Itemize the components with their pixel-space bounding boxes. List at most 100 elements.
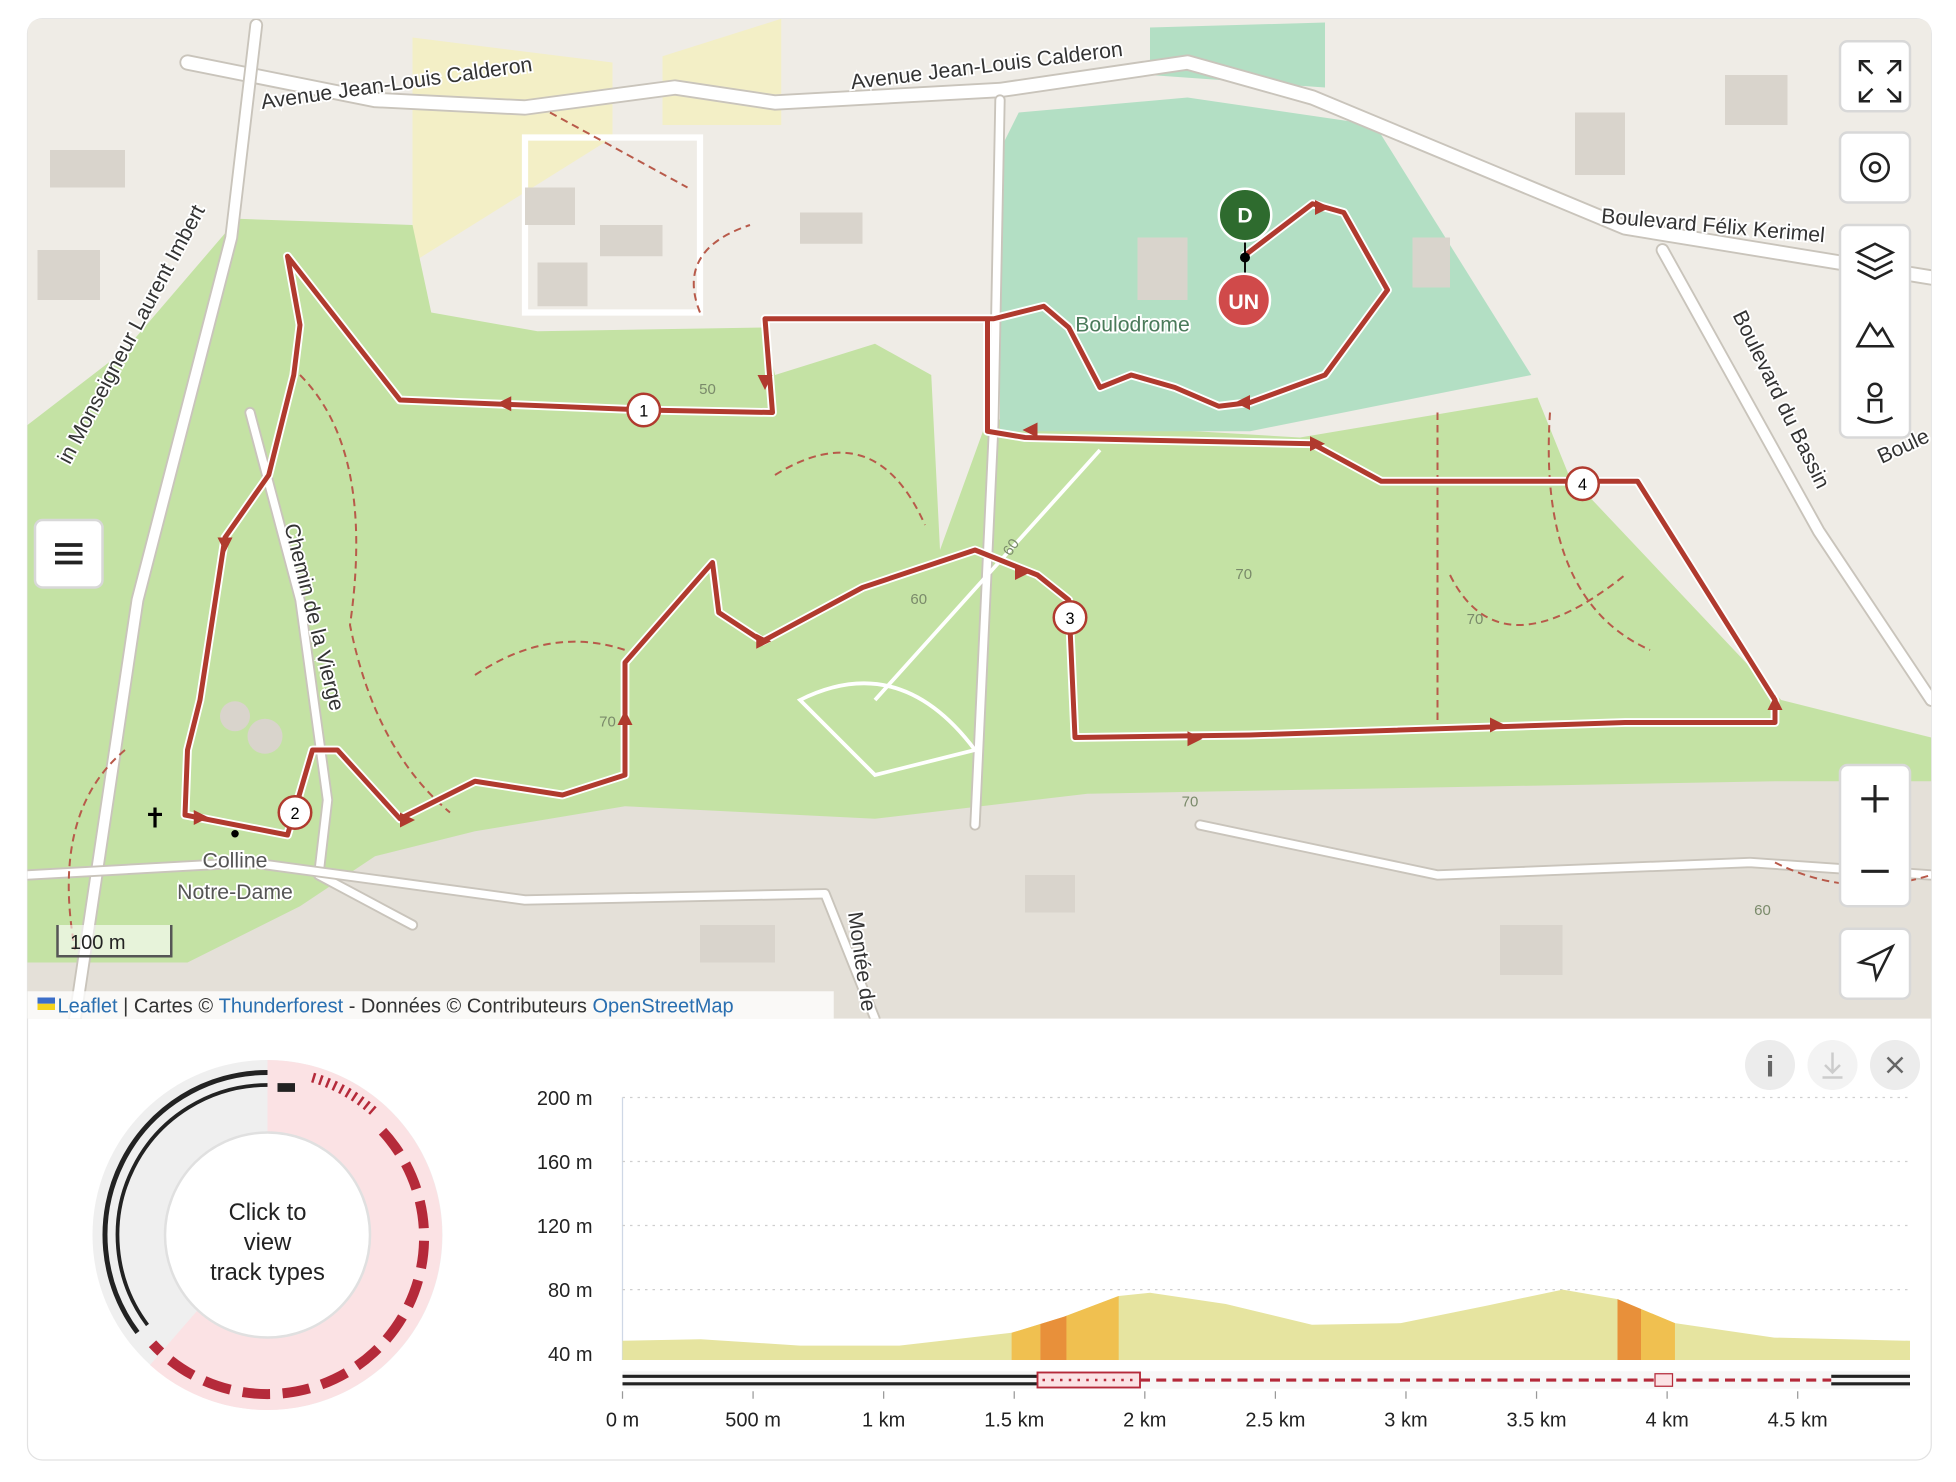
x-tick-label: 3 km [1384, 1409, 1427, 1431]
download-icon [1822, 1052, 1843, 1079]
map-shape [1657, 245, 1932, 706]
waypoint-label: 1 [639, 402, 648, 420]
wheel-arc [102, 1070, 268, 1334]
start-marker[interactable] [1217, 187, 1273, 243]
waypoint[interactable] [1564, 466, 1600, 502]
contour-label: 60 [1000, 536, 1023, 559]
map-shape [1240, 252, 1250, 263]
attribution-link[interactable]: Thunderforest [219, 996, 344, 1018]
waypoint-label: 2 [290, 805, 299, 823]
map-shape [1725, 75, 1788, 126]
map-shape [54, 543, 83, 565]
scale-label: 100 m [70, 932, 126, 954]
hill-shade [27, 766, 1932, 1019]
map-shape [756, 633, 772, 649]
map-shape [1500, 925, 1563, 975]
map-shape [67, 111, 1932, 951]
start-label: D [1237, 204, 1252, 228]
attribution-text: | Cartes © [118, 996, 219, 1018]
end-label: UN [1228, 290, 1259, 314]
contour-label: 70 [1467, 611, 1484, 628]
x-tick-label: 3.5 km [1507, 1409, 1567, 1431]
contour-label: 60 [1754, 902, 1771, 919]
map-shape [246, 408, 417, 929]
track-type-bar [622, 1371, 1910, 1389]
map-shape [757, 375, 773, 391]
map-shape [1187, 731, 1203, 747]
map-shape [1654, 1373, 1674, 1387]
map-shape [193, 200, 1783, 828]
waypoint[interactable] [277, 795, 313, 831]
map-shape [1412, 237, 1450, 288]
attribution-text: - Données © Contributeurs [343, 996, 592, 1018]
place-label: Colline [203, 849, 268, 873]
markers: D UN 1 2 3 4 [277, 187, 1600, 831]
attribution-bg [27, 991, 834, 1019]
panel-buttons: i [1745, 1040, 1920, 1090]
map[interactable]: Avenue Jean-Louis Calderon Avenue Jean-L… [27, 18, 1933, 1019]
map-shape [1022, 422, 1038, 438]
map-shape [1025, 875, 1075, 913]
y-tick-label: 80 m [548, 1280, 592, 1302]
map-shape [622, 1374, 1910, 1386]
scale-bar: 100 m [56, 925, 173, 958]
cross-icon: ✝ [143, 803, 166, 834]
map-shape [56, 925, 173, 958]
map-shape [971, 96, 1004, 829]
map-shape [1137, 237, 1188, 301]
flag [37, 1003, 55, 1010]
settings-button[interactable] [1838, 131, 1912, 204]
map-shape [1854, 242, 1896, 281]
map-shape [27, 858, 879, 1019]
map-shape [700, 925, 775, 963]
map-shape [496, 396, 512, 412]
route [180, 199, 1783, 840]
x-tick-label: 2.5 km [1245, 1409, 1305, 1431]
map-shape [1858, 60, 1902, 103]
place-label: Notre-Dame [177, 880, 293, 904]
map-shape [37, 250, 100, 301]
y-tick-label: 200 m [537, 1088, 593, 1110]
waypoint[interactable] [626, 392, 662, 428]
map-shape [181, 56, 1932, 284]
map-shape [1859, 152, 1890, 183]
map-shape [617, 710, 633, 725]
park [999, 97, 1532, 432]
map-shape [525, 187, 575, 226]
zoom-controls [1838, 763, 1912, 908]
map-controls [33, 40, 1912, 1001]
map-shape [247, 718, 283, 754]
x-tick-label: 4.5 km [1768, 1409, 1828, 1431]
map-shape [1315, 200, 1330, 216]
streetview-button[interactable] [1840, 368, 1910, 438]
waypoint[interactable] [1052, 600, 1088, 636]
x-tick-label: 1.5 km [984, 1409, 1044, 1431]
map-shape [1867, 382, 1883, 398]
buildings [37, 75, 1788, 975]
locate-button[interactable] [1838, 927, 1912, 1001]
contour-label: 60 [910, 591, 927, 608]
wheel-segment [150, 1060, 443, 1410]
end-marker[interactable] [1216, 272, 1272, 328]
wheel-arc [115, 1083, 268, 1327]
info-icon: i [1766, 1050, 1774, 1083]
info-button[interactable] [1745, 1040, 1795, 1090]
elevation-area [622, 1289, 1910, 1360]
map-shape [1856, 398, 1894, 424]
y-tick-label: 120 m [537, 1216, 593, 1238]
attribution-link[interactable]: Leaflet [58, 996, 118, 1018]
map-shape [537, 262, 588, 307]
x-tick-label: 0 m [606, 1409, 639, 1431]
x-tick-label: 1 km [862, 1409, 905, 1431]
contour-label: 70 [599, 713, 616, 730]
map-shape [1767, 695, 1783, 710]
wheel-center [163, 1131, 372, 1339]
attribution-link[interactable]: OpenStreetMap [592, 996, 733, 1018]
attribution: Leaflet | Cartes © Thunderforest - Donné… [58, 996, 734, 1018]
map-shape [1235, 395, 1250, 411]
contour-label: 70 [1182, 793, 1199, 810]
track-type-wheel[interactable]: Click to view track types [92, 1060, 443, 1410]
x-tick-label: 500 m [725, 1409, 781, 1431]
map-shape [69, 20, 262, 1019]
